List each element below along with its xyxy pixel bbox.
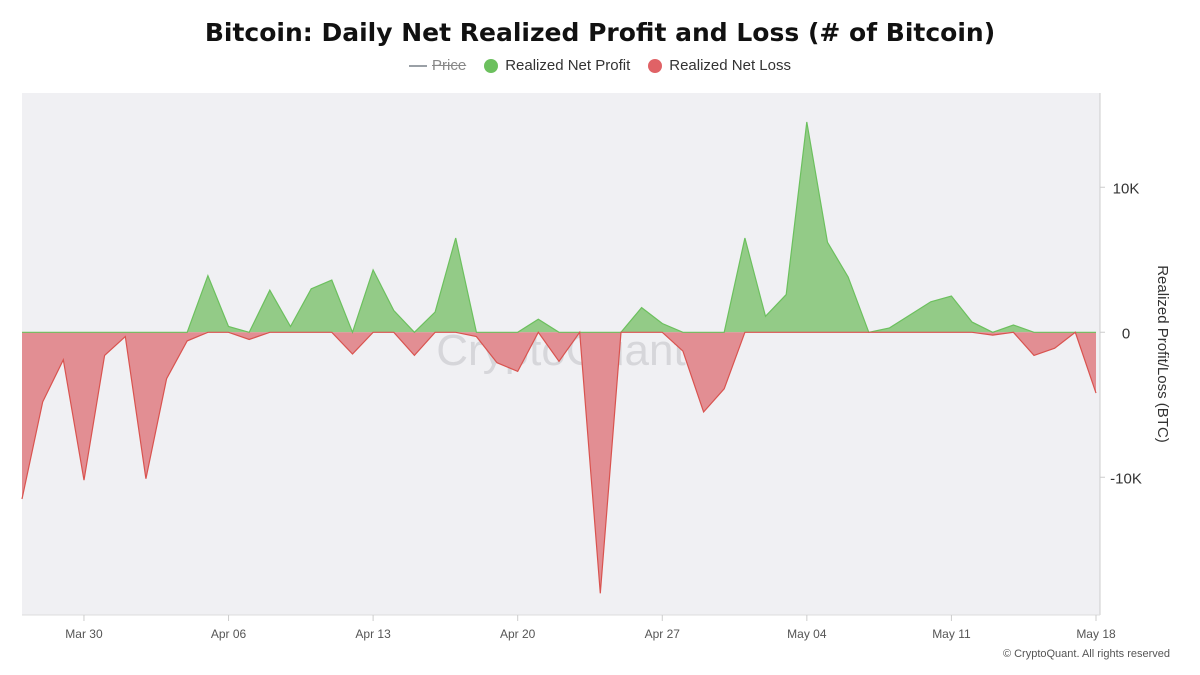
- copyright-notice: © CryptoQuant. All rights reserved: [1002, 648, 1170, 660]
- x-tick-label: May 18: [1076, 627, 1116, 641]
- loss-series-line[interactable]: [21, 330, 1097, 594]
- y-tick-label: -10K: [1110, 470, 1142, 487]
- loss-area: [22, 332, 1096, 594]
- legend-label-price: Price: [432, 57, 467, 74]
- legend-line-icon: [409, 64, 427, 67]
- x-tick-label: May 04: [787, 627, 827, 641]
- x-tick-label: Apr 13: [355, 627, 391, 641]
- x-axis-ticks: Mar 30 Apr 06 Apr 13 Apr 20 Apr 27 May 04 May …: [65, 615, 1116, 641]
- y-axis-ticks: 10K 0 -10K: [1100, 180, 1142, 487]
- legend-label-loss: Realized Net Loss: [669, 57, 791, 74]
- legend-item-realized-net-loss[interactable]: Realized Net Loss: [648, 57, 791, 74]
- legend-dot-icon: [648, 58, 663, 73]
- legend-item-price[interactable]: Price: [409, 57, 466, 74]
- y-tick-label: 0: [1122, 325, 1130, 342]
- series-areas: [21, 121, 1097, 594]
- x-tick-label: Mar 30: [65, 627, 103, 641]
- legend-label-profit: Realized Net Profit: [505, 57, 631, 74]
- x-tick-label: Apr 06: [211, 627, 247, 641]
- legend-item-realized-net-profit[interactable]: Realized Net Profit: [484, 57, 630, 74]
- y-axis-label: Realized Profit/Loss (BTC): [1154, 265, 1171, 443]
- y-tick-label: 10K: [1113, 180, 1140, 197]
- chart-title: Bitcoin: Daily Net Realized Profit and L…: [204, 18, 996, 47]
- profit-series-line[interactable]: [22, 121, 1096, 335]
- legend-dot-icon: [484, 58, 499, 73]
- x-tick-label: Apr 27: [645, 627, 681, 641]
- profit-area: [22, 122, 1096, 333]
- legend: Price Realized Net Profit Realized Net L…: [0, 57, 1200, 74]
- x-tick-label: Apr 20: [500, 627, 536, 641]
- x-tick-label: May 11: [932, 627, 971, 641]
